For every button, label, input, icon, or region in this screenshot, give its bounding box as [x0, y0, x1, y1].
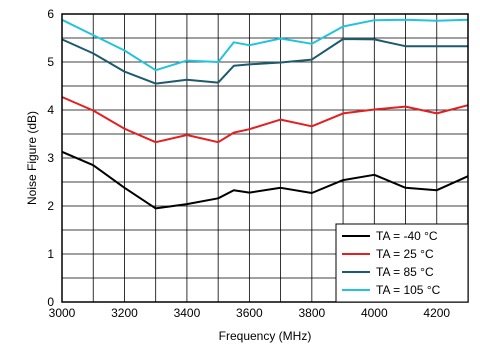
x-tick-label: 3600: [236, 306, 263, 320]
legend-entry: TA = 25 °C: [376, 247, 434, 261]
legend: TA = -40 °C TA = 25 °C TA = 85 °C TA = 105 …: [335, 223, 469, 303]
x-tick-label: 3800: [298, 306, 325, 320]
x-tick-labels: 3000 3200 3400 3600 3800 4000 4200: [49, 306, 451, 320]
legend-entry: TA = 85 °C: [376, 265, 434, 279]
y-tick-label: 5: [47, 55, 54, 69]
x-axis-label: Frequency (MHz): [219, 329, 312, 343]
legend-entry: TA = -40 °C: [376, 229, 438, 243]
y-tick-label: 4: [47, 103, 54, 117]
x-tick-label: 4200: [423, 306, 450, 320]
y-tick-label: 3: [47, 151, 54, 165]
series-line-1: [61, 96, 469, 144]
series-line-0: [61, 150, 469, 210]
x-tick-label: 3000: [49, 306, 76, 320]
plot-frame: [61, 13, 469, 303]
x-tick-label: 3200: [111, 306, 138, 320]
x-tick-label: 3400: [174, 306, 201, 320]
y-axis-label: Noise Figure (dB): [25, 111, 39, 205]
y-tick-label: 1: [47, 247, 54, 261]
series-lines: [61, 18, 469, 210]
series-line-2: [61, 38, 468, 85]
y-tick-labels: 0 1 2 3 4 5 6: [47, 7, 54, 309]
y-tick-label: 6: [47, 7, 54, 21]
y-tick-label: 0: [47, 295, 54, 309]
x-tick-label: 4000: [361, 306, 388, 320]
legend-entry: TA = 105 °C: [376, 283, 441, 297]
y-tick-label: 2: [47, 199, 54, 213]
series-line-3: [61, 18, 469, 72]
